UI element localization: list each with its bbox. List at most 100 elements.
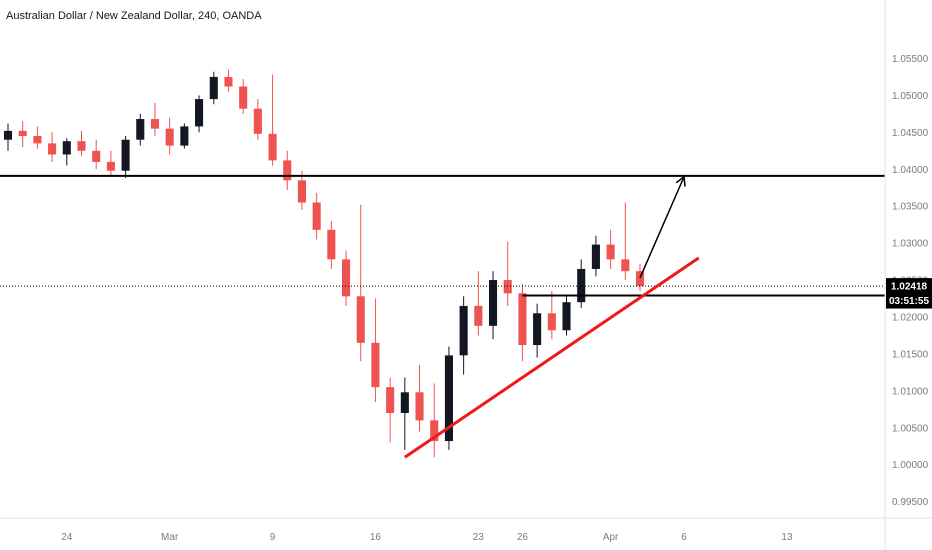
candle bbox=[106, 150, 115, 176]
time-tick-label: 23 bbox=[473, 532, 485, 543]
candle-body bbox=[165, 128, 174, 146]
price-tick-label: 1.02000 bbox=[892, 312, 929, 323]
candle bbox=[33, 126, 42, 149]
chart-title: Australian Dollar / New Zealand Dollar, … bbox=[6, 10, 262, 22]
candle bbox=[606, 229, 615, 269]
candle-body bbox=[606, 244, 615, 260]
annotations-layer bbox=[0, 174, 885, 459]
candle bbox=[474, 271, 483, 336]
candle-body bbox=[195, 99, 204, 127]
candle-body bbox=[533, 313, 542, 346]
time-tick-label: 13 bbox=[781, 532, 793, 543]
candle bbox=[312, 192, 321, 240]
candle bbox=[503, 241, 512, 306]
candle-body bbox=[312, 202, 321, 230]
candle bbox=[547, 291, 556, 340]
candle bbox=[371, 298, 380, 402]
countdown-badge: 03:51:55 bbox=[886, 292, 932, 309]
candle bbox=[342, 250, 351, 306]
price-tick-label: 1.03500 bbox=[892, 202, 929, 213]
candle-body bbox=[136, 119, 145, 140]
candle-body bbox=[621, 259, 630, 272]
candle-body bbox=[283, 160, 292, 181]
price-tick-label: 1.05500 bbox=[892, 54, 929, 65]
candle bbox=[150, 102, 160, 137]
candle-body bbox=[474, 305, 483, 326]
candle-body bbox=[635, 271, 645, 286]
candle bbox=[239, 79, 248, 114]
trendline bbox=[403, 256, 700, 459]
candle-body bbox=[224, 76, 233, 87]
candle-body bbox=[518, 293, 527, 346]
current-price-badge-text: 1.02418 bbox=[891, 282, 928, 293]
candle bbox=[253, 99, 262, 140]
time-tick-label: 24 bbox=[61, 532, 73, 543]
price-tick-label: 1.04000 bbox=[892, 165, 929, 176]
time-tick-label: Apr bbox=[603, 532, 619, 543]
candle-body bbox=[547, 313, 556, 331]
candle-body bbox=[488, 280, 498, 326]
candle-body bbox=[209, 76, 218, 100]
candle bbox=[18, 121, 27, 148]
time-tick-label: 9 bbox=[270, 532, 276, 543]
candle-body bbox=[150, 119, 160, 129]
candle bbox=[518, 283, 527, 362]
candle bbox=[356, 204, 365, 362]
candle-body bbox=[77, 141, 86, 151]
candle-body bbox=[48, 143, 57, 155]
candle bbox=[195, 95, 204, 133]
candle bbox=[121, 136, 130, 179]
candle bbox=[180, 123, 189, 149]
candle bbox=[415, 364, 424, 432]
candle bbox=[48, 132, 57, 162]
candle-body bbox=[3, 130, 13, 140]
candle bbox=[459, 296, 468, 375]
candle bbox=[3, 123, 13, 151]
countdown-badge-bg bbox=[886, 292, 932, 309]
candle-body bbox=[297, 180, 306, 203]
candle-body bbox=[239, 86, 248, 109]
time-tick-label: 16 bbox=[370, 532, 382, 543]
candle bbox=[224, 69, 233, 92]
candle bbox=[430, 383, 439, 458]
candle bbox=[444, 346, 453, 450]
candle bbox=[533, 303, 542, 358]
candle-body bbox=[459, 305, 468, 356]
time-tick-label: Mar bbox=[161, 532, 179, 543]
candles-layer bbox=[3, 69, 645, 458]
candle bbox=[209, 71, 218, 105]
candle-body bbox=[33, 136, 42, 144]
candle-body bbox=[591, 244, 600, 269]
price-tick-label: 1.01000 bbox=[892, 386, 929, 397]
candle-body bbox=[503, 280, 512, 294]
candle-body bbox=[121, 139, 130, 171]
candle-body bbox=[444, 355, 453, 442]
candle-body bbox=[18, 130, 27, 137]
price-tick-label: 1.00000 bbox=[892, 460, 929, 471]
candle bbox=[77, 130, 86, 156]
time-tick-label: 6 bbox=[681, 532, 687, 543]
candle-body bbox=[180, 126, 189, 146]
candle-body bbox=[400, 392, 409, 413]
candle-body bbox=[371, 342, 380, 388]
projection-arrow bbox=[639, 176, 685, 279]
candle-body bbox=[415, 392, 424, 421]
candle bbox=[327, 220, 336, 269]
candle-body bbox=[342, 259, 351, 297]
candle-body bbox=[577, 268, 586, 303]
candle bbox=[283, 150, 292, 190]
candle bbox=[136, 113, 145, 146]
price-tick-label: 1.00500 bbox=[892, 423, 929, 434]
candle-body bbox=[268, 133, 277, 161]
candle bbox=[591, 235, 600, 277]
current-price-badge: 1.02418 bbox=[886, 278, 932, 295]
candle-body bbox=[356, 296, 365, 343]
candle bbox=[400, 377, 409, 450]
candle bbox=[386, 377, 395, 443]
price-tick-label: 1.01500 bbox=[892, 349, 929, 360]
candle bbox=[562, 296, 571, 336]
price-tick-label: 1.05000 bbox=[892, 91, 929, 102]
price-tick-label: 1.04500 bbox=[892, 128, 929, 139]
